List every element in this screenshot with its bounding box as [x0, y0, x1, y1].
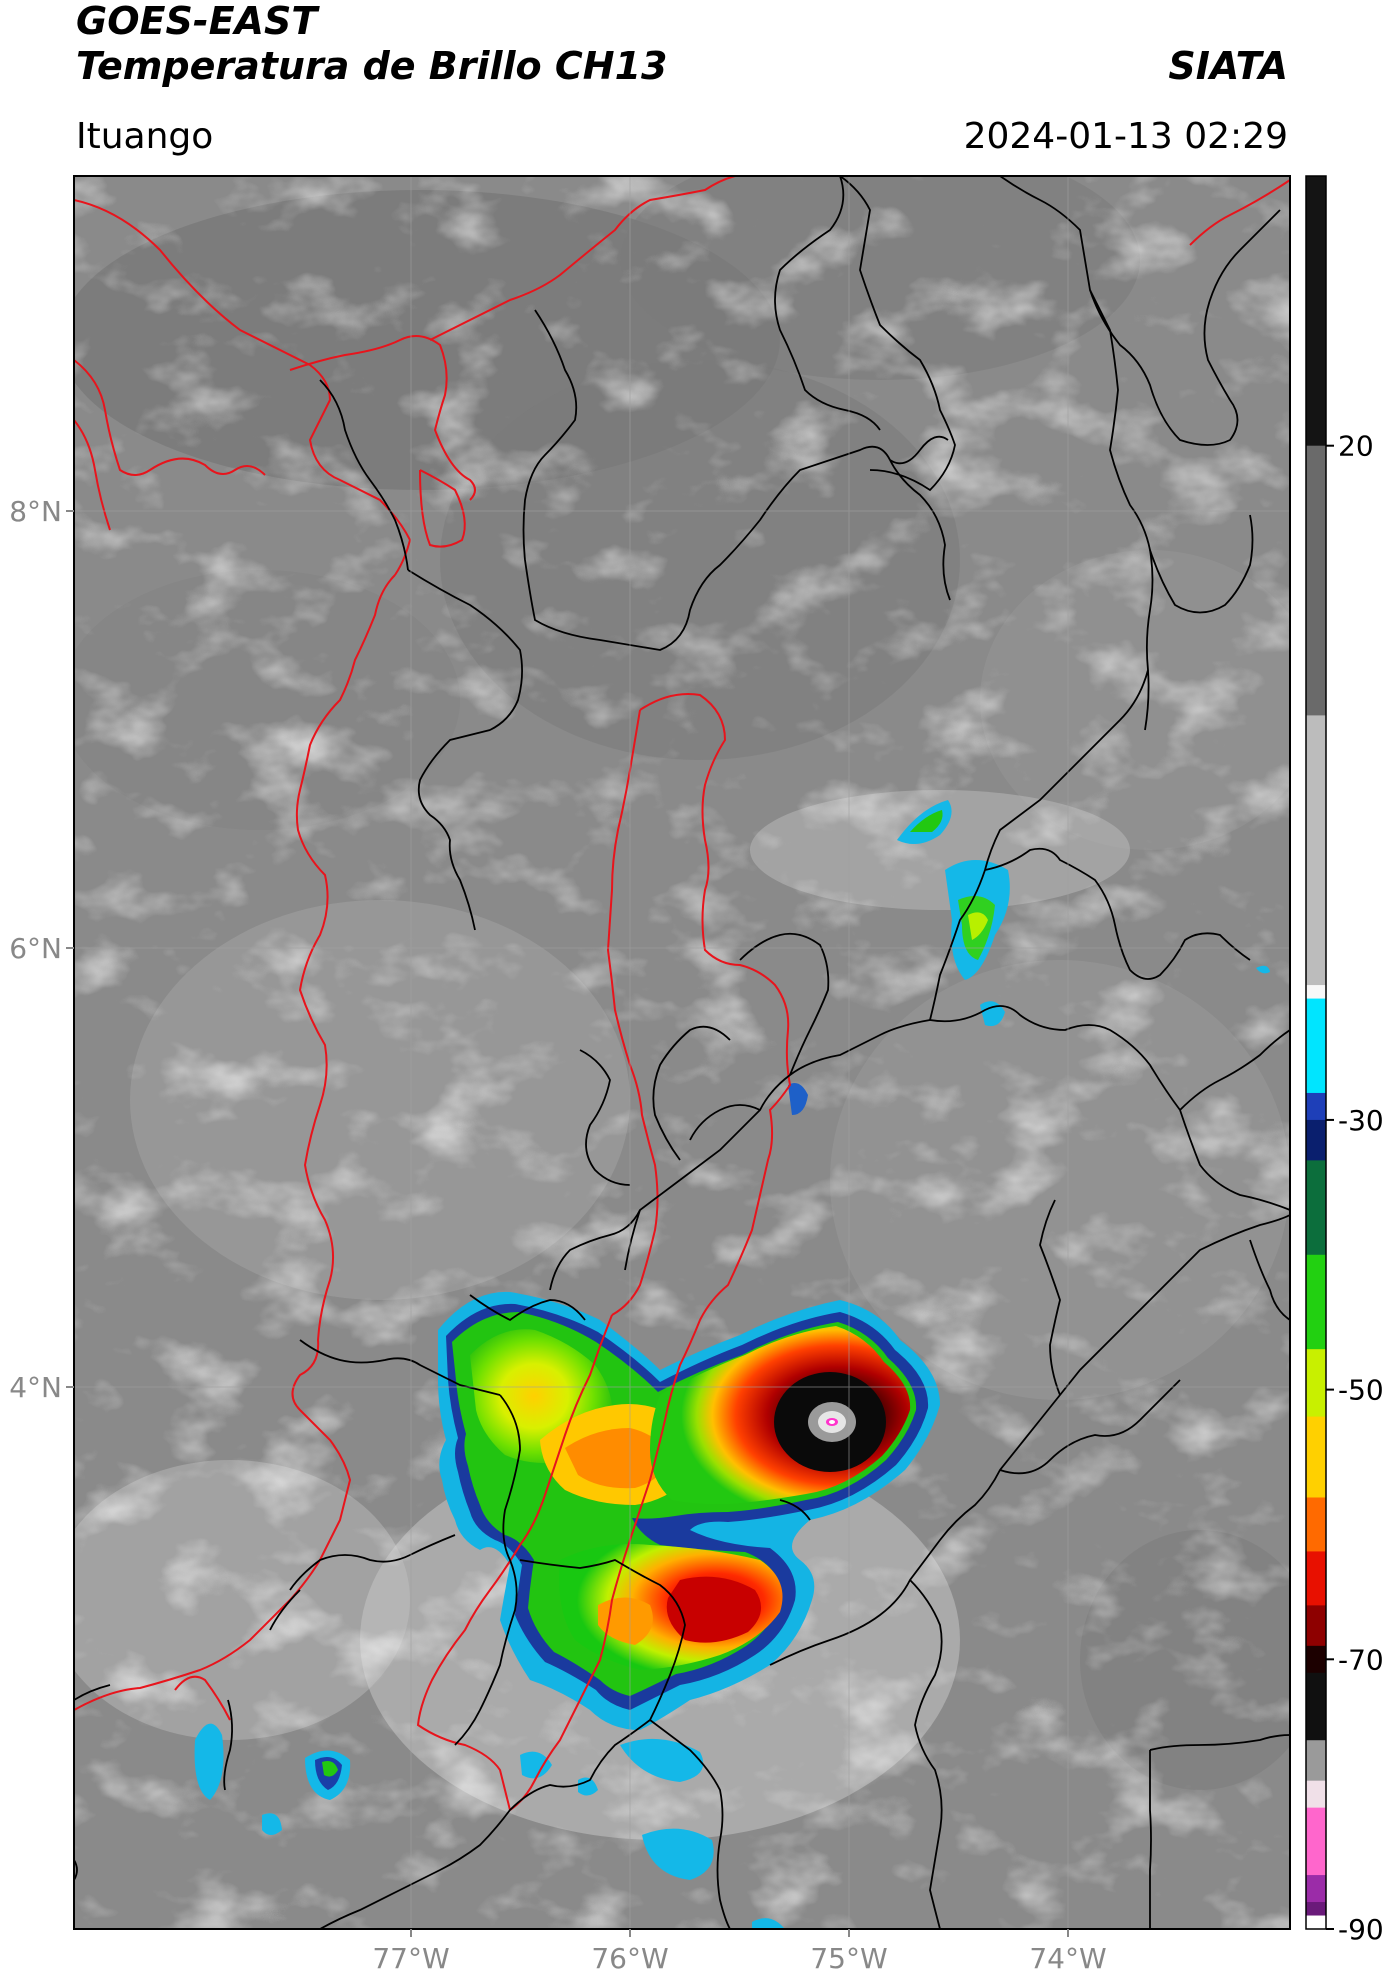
product-title: Temperatura de Brillo CH13: [76, 44, 668, 88]
gridlines: [74, 176, 1290, 1929]
small-convective-cells: [194, 800, 1270, 1929]
colorbar-segment: [1306, 1902, 1326, 1917]
map-panel[interactable]: [50, 140, 1320, 1930]
temperature-colorbar: 20 -30 -50 -70 -90: [1305, 175, 1384, 1946]
colorbar-segment: [1306, 445, 1326, 716]
colorbar-segment: [1306, 998, 1326, 1094]
lat-label-8n: 8°N: [9, 495, 62, 528]
colorbar-segment: [1306, 1672, 1326, 1741]
colorbar-segment: [1306, 176, 1326, 447]
lat-label-6n: 6°N: [9, 932, 62, 965]
colorbar-segment: [1306, 1780, 1326, 1809]
colorbar-segment: [1306, 1807, 1326, 1876]
colorbar-segment: [1306, 1497, 1326, 1552]
colorbar-segment: [1306, 715, 1326, 986]
colorbar-segment: [1306, 1349, 1326, 1418]
colorbar-tick-label: -90: [1338, 1913, 1384, 1946]
colorbar-segment: [1306, 1254, 1326, 1350]
colorbar-tick-label: -50: [1338, 1374, 1384, 1407]
colorbar-tick-label: -70: [1338, 1643, 1384, 1676]
colorbar-tick-label: -30: [1338, 1104, 1384, 1137]
colorbar-segment: [1306, 1551, 1326, 1606]
colorbar-segment: [1306, 1645, 1326, 1674]
colorbar-segment: [1306, 1119, 1326, 1161]
latitude-axis: 8°N 6°N 4°N: [9, 495, 74, 1404]
map-frame: [73, 175, 1291, 1930]
colorbar-segment: [1306, 1416, 1326, 1498]
colorbar-tick-label: 20: [1338, 430, 1374, 463]
colorbar-segment: [1306, 1160, 1326, 1256]
colorbar-frame: [1305, 175, 1327, 1930]
colorbar-segment: [1306, 1915, 1326, 1930]
colorbar-segment: [1306, 1740, 1326, 1782]
location-label: Ituango: [76, 116, 214, 157]
lon-label-75w: 75°W: [810, 1942, 887, 1975]
lon-label-74w: 74°W: [1029, 1942, 1106, 1975]
department-borders: [74, 176, 1290, 1929]
satellite-title: GOES-EAST: [76, 0, 318, 43]
colorbar-segment: [1306, 1605, 1326, 1647]
lat-label-4n: 4°N: [9, 1371, 62, 1404]
organization-label: SIATA: [1168, 44, 1288, 88]
convective-system: [438, 1291, 940, 1730]
timestamp-label: 2024-01-13 02:29: [963, 116, 1288, 157]
longitude-axis: 77°W 76°W 75°W 74°W: [372, 1929, 1107, 1975]
colorbar-segment: [1306, 985, 1326, 1000]
lon-label-77w: 77°W: [372, 1942, 449, 1975]
lon-label-76w: 76°W: [591, 1942, 668, 1975]
colorbar-segment: [1306, 1875, 1326, 1903]
colorbar-segment: [1306, 1092, 1326, 1121]
